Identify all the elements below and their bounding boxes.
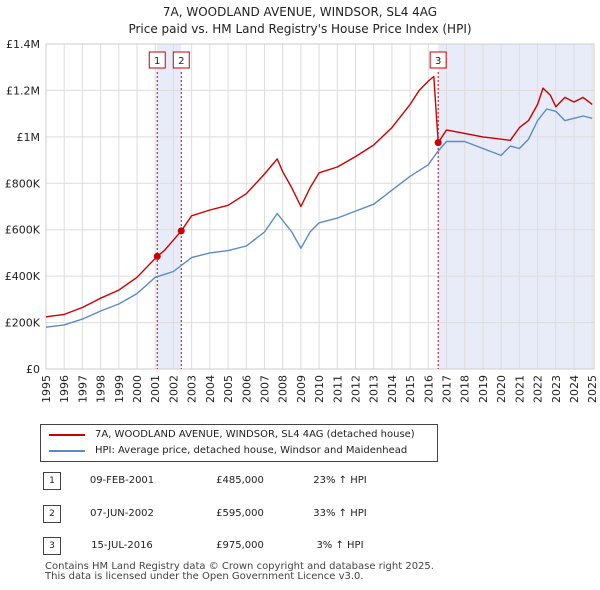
legend-swatch-hpi [49, 450, 85, 452]
chart-title: 7A, WOODLAND AVENUE, WINDSOR, SL4 4AG Pr… [0, 4, 600, 38]
sale-hpi-change: 23% ↑ HPI [313, 475, 367, 486]
x-tick-label: 2014 [386, 375, 399, 403]
x-tick-label: 2004 [204, 375, 217, 403]
series-line-property [45, 75, 593, 318]
y-tick-label: £200K [5, 317, 41, 330]
x-tick-label: 2025 [586, 375, 599, 403]
sale-badge: 2 [43, 505, 61, 523]
x-tick-label: 2017 [441, 375, 454, 403]
sale-hpi-change: 33% ↑ HPI [313, 508, 367, 519]
y-tick-label: £1M [17, 131, 41, 144]
x-tick-label: 2011 [331, 375, 344, 403]
sale-points [153, 139, 442, 260]
y-tick-label: £600K [5, 224, 41, 237]
sale-date: 09-FEB-2001 [89, 475, 155, 486]
plot-frame [45, 43, 595, 370]
sale-date: 15-JUL-2016 [91, 540, 153, 551]
sale-marker-lines [156, 72, 439, 369]
x-tick-label: 1999 [113, 375, 126, 403]
x-tick-label: 2019 [477, 375, 490, 403]
shaded-range [438, 44, 593, 369]
y-tick-label: £400K [5, 270, 41, 283]
series [45, 75, 593, 328]
sale-marker-label: 3 [435, 56, 441, 67]
x-tick-label: 2022 [532, 375, 545, 403]
footer-line-1: Contains HM Land Registry data © Crown c… [45, 561, 434, 572]
x-tick-label: 2015 [404, 375, 417, 403]
y-tick-label: £0 [26, 363, 40, 376]
sale-point [153, 252, 161, 260]
x-tick-label: 1998 [95, 375, 108, 403]
x-tick-label: 2005 [222, 375, 235, 403]
sale-hpi-change: 3% ↑ HPI [316, 540, 364, 551]
sale-marker-labels: 1 2 3 [148, 51, 447, 69]
sale-row: 3 15-JUL-2016 £975,000 3% ↑ HPI [0, 537, 600, 555]
sale-date: 07-JUN-2002 [90, 508, 154, 519]
sale-point [177, 227, 185, 235]
sale-price: £595,000 [216, 508, 264, 519]
x-tick-label: 2012 [350, 375, 363, 403]
x-tick-label: 2009 [295, 375, 308, 403]
x-tick-label: 2006 [240, 375, 253, 403]
x-tick-label: 2023 [550, 375, 563, 403]
x-tick-label: 2000 [131, 375, 144, 403]
sale-row: 2 07-JUN-2002 £595,000 33% ↑ HPI [0, 505, 600, 523]
sale-badge: 1 [43, 472, 61, 490]
y-tick-label: £800K [5, 177, 41, 190]
y-tick-label: £1.4M [6, 38, 40, 51]
y-tick-label: £1.2M [6, 84, 40, 97]
footer: Contains HM Land Registry data © Crown c… [45, 562, 434, 582]
sale-marker-label: 2 [178, 56, 184, 67]
title-line-2: Price paid vs. HM Land Registry's House … [128, 22, 472, 36]
x-tick-label: 2016 [422, 375, 435, 403]
x-tick-label: 1995 [40, 375, 53, 403]
x-tick-label: 2008 [277, 375, 290, 403]
legend: 7A, WOODLAND AVENUE, WINDSOR, SL4 4AG (d… [40, 424, 438, 462]
x-tick-label: 2007 [258, 375, 271, 403]
x-tick-label: 2010 [313, 375, 326, 403]
x-tick-label: 2020 [495, 375, 508, 403]
sale-price: £485,000 [216, 475, 264, 486]
x-tick-label: 2001 [149, 375, 162, 403]
x-tick-label: 2003 [186, 375, 199, 403]
sale-price: £975,000 [216, 540, 264, 551]
legend-label-property: 7A, WOODLAND AVENUE, WINDSOR, SL4 4AG (d… [95, 429, 415, 440]
sale-marker-box [172, 51, 190, 69]
sale-row: 1 09-FEB-2001 £485,000 23% ↑ HPI [0, 472, 600, 490]
legend-label-hpi: HPI: Average price, detached house, Wind… [95, 445, 408, 456]
y-axis-ticks: £0 £200K £400K £600K £800K £1M £1.2M £1.4M [5, 38, 41, 376]
title-line-1: 7A, WOODLAND AVENUE, WINDSOR, SL4 4AG [162, 5, 438, 19]
sale-marker-box [429, 51, 447, 69]
x-tick-label: 2002 [167, 375, 180, 403]
shaded-range [157, 44, 182, 369]
x-tick-label: 2013 [368, 375, 381, 403]
x-tick-label: 2021 [513, 375, 526, 403]
sale-badge: 3 [43, 537, 61, 555]
sale-marker-box [148, 51, 166, 69]
sale-point [434, 139, 442, 147]
x-tick-label: 2018 [459, 375, 472, 403]
footer-line-2: This data is licensed under the Open Gov… [45, 571, 364, 582]
x-tick-label: 2024 [568, 375, 581, 403]
legend-swatch-property [49, 434, 85, 436]
x-tick-label: 1997 [76, 375, 89, 403]
x-tick-label: 1996 [58, 375, 71, 403]
series-line-hpi [45, 108, 593, 328]
x-axis-ticks: 1995 1996 1997 1998 1999 2000 2001 2002 2003 2004… [40, 375, 599, 403]
sale-marker-label: 1 [154, 56, 160, 67]
